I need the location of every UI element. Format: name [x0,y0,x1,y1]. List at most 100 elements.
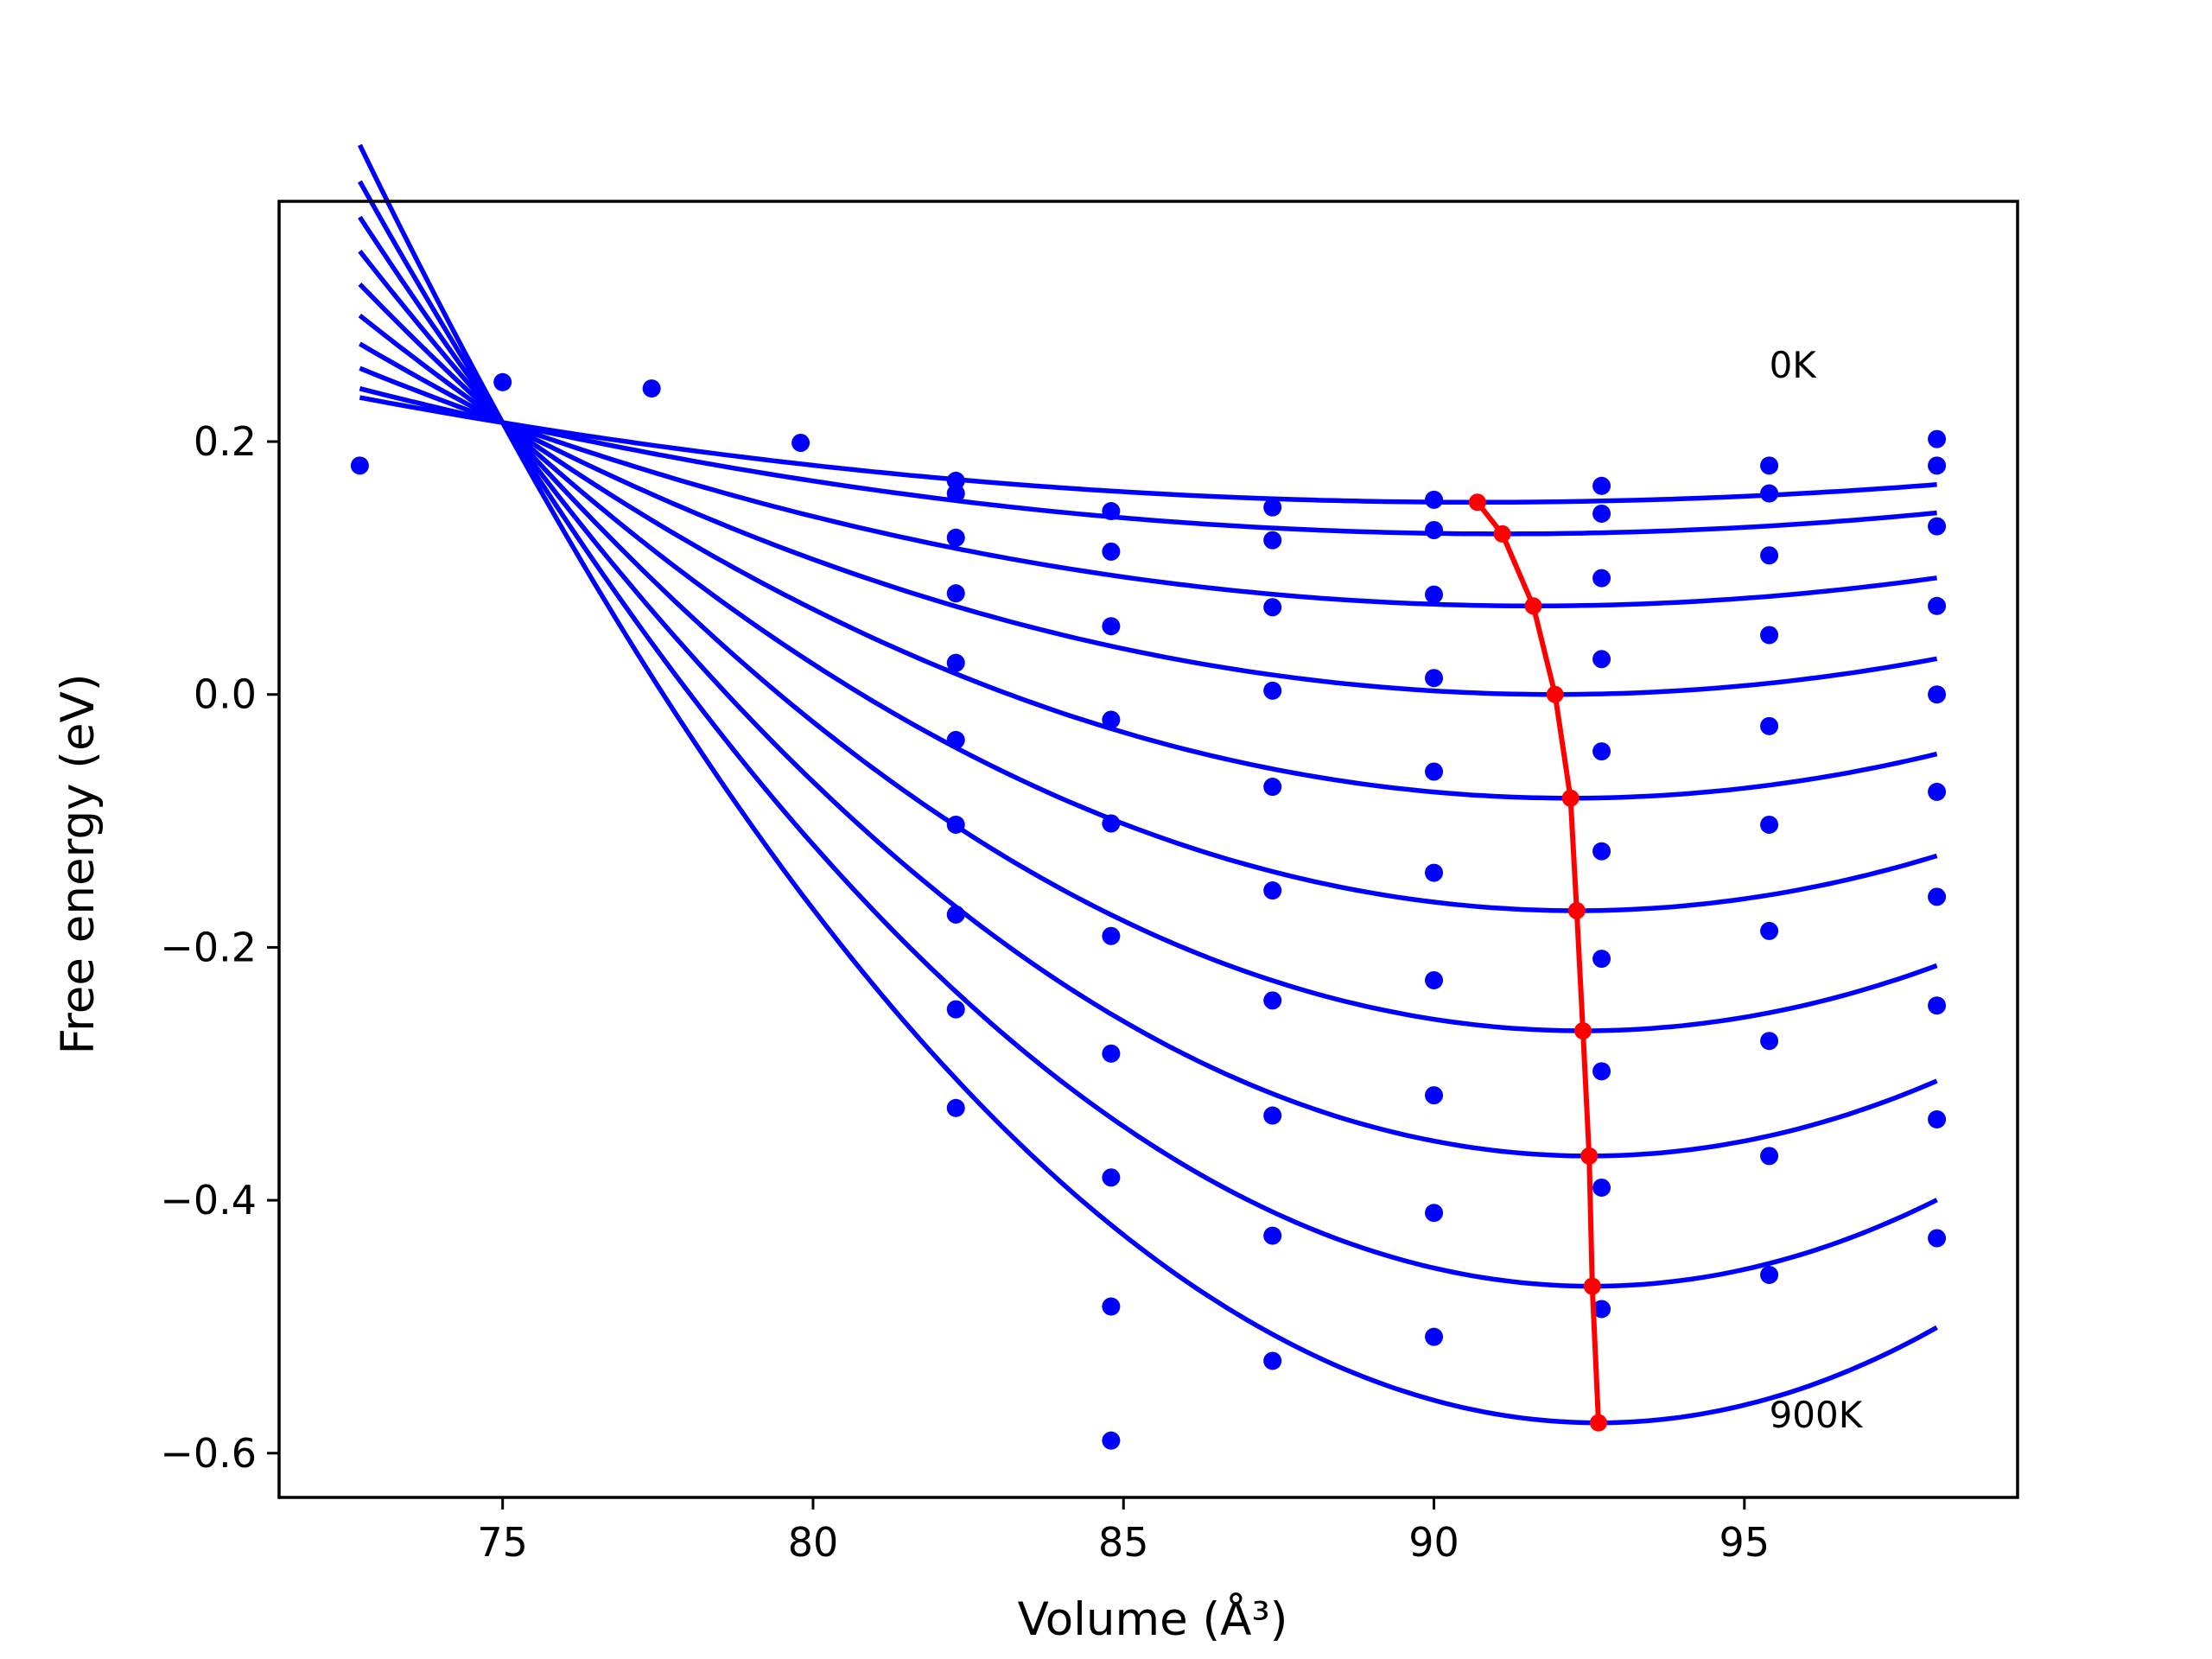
data-point-39 [1425,762,1444,781]
data-point-41 [1425,970,1444,989]
data-point-52 [1592,1062,1611,1081]
data-point-63 [1760,1147,1779,1166]
data-point-69 [1928,685,1947,704]
data-point-32 [1263,1106,1282,1125]
axes: 75 80 85 90 95 −0.6 −0.4 −0.2 0.0 0.2 [160,200,2019,1566]
data-point-53 [1592,1178,1611,1197]
fit-curve-2 [359,386,1937,537]
data-point-59 [1760,716,1779,735]
y-tick-label-1: −0.6 [160,1430,257,1477]
y-tick-label-2: −0.4 [160,1177,257,1224]
y-tick-label-4: 0.0 [194,671,257,718]
data-point-23 [1102,1297,1121,1316]
x-tick-label-4: 90 [1408,1519,1459,1566]
data-point-38 [1425,669,1444,688]
data-point-27 [1263,598,1282,617]
data-point-51 [1592,950,1611,969]
data-point-55 [1760,456,1779,475]
minimum-point-7 [1574,1022,1592,1039]
data-point-66 [1928,456,1947,475]
data-point-50 [1592,842,1611,861]
fit-curve-7 [358,250,1938,1033]
data-point-25 [1263,498,1282,517]
fit-curve-5 [358,313,1938,801]
fit-curve-4 [359,341,1938,697]
data-point-11 [946,815,965,834]
data-point-14 [946,1098,965,1117]
data-point-34 [1263,1351,1282,1370]
fit-curve-3 [359,365,1937,609]
data-point-17 [1102,617,1121,636]
data-point-37 [1425,585,1444,604]
data-point-49 [1592,742,1611,761]
data-point-40 [1425,863,1444,882]
plot-area: 0K 900K [350,143,1947,1450]
fit-curve-10 [357,143,1938,1426]
data-point-71 [1928,887,1947,906]
data-point-65 [1928,429,1947,448]
data-point-45 [1592,476,1611,495]
data-point-48 [1592,650,1611,669]
data-point-35 [1425,490,1444,509]
data-point-44 [1425,1327,1444,1346]
data-point-6 [946,484,965,503]
data-point-60 [1760,815,1779,834]
minimum-point-9 [1583,1277,1601,1295]
data-point-12 [946,905,965,924]
data-point-73 [1928,1109,1947,1128]
fit-curve-1 [359,395,1937,505]
data-point-68 [1928,596,1947,615]
data-point-33 [1263,1226,1282,1245]
data-point-54 [1592,1300,1611,1319]
minimum-point-6 [1567,901,1586,919]
data-point-67 [1928,517,1947,536]
data-point-56 [1760,484,1779,503]
fit-curve-8 [358,215,1938,1159]
data-point-42 [1425,1086,1444,1105]
data-point-43 [1425,1204,1444,1223]
data-point-28 [1263,681,1282,700]
data-point-5 [946,471,965,490]
data-point-20 [1102,926,1121,945]
data-point-31 [1263,991,1282,1010]
data-point-13 [946,1000,965,1019]
minima-line [1475,500,1601,1423]
data-point-58 [1760,626,1779,645]
annotation-label-2: 900K [1770,1394,1864,1436]
minimum-point-2 [1493,524,1511,543]
data-point-3 [642,379,661,398]
data-point-29 [1263,778,1282,797]
data-point-18 [1102,710,1121,729]
data-point-26 [1263,531,1282,550]
minimum-point-4 [1546,685,1564,703]
data-point-74 [1928,1229,1947,1248]
x-tick-label-2: 80 [788,1519,839,1566]
data-point-15 [1102,502,1121,521]
data-point-4 [791,434,810,453]
data-point-1 [350,456,369,475]
minimum-point-10 [1589,1414,1607,1432]
data-point-19 [1102,814,1121,833]
data-point-21 [1102,1044,1121,1063]
fit-curve-9 [358,180,1938,1289]
annotation-label-1: 0K [1770,344,1818,386]
x-tick-label-1: 75 [477,1519,528,1566]
data-point-57 [1760,546,1779,565]
data-point-61 [1760,921,1779,940]
x-tick-label-3: 85 [1098,1519,1149,1566]
y-axis-label: Free energy (eV) [52,673,105,1054]
data-point-24 [1102,1431,1121,1450]
x-axis-label: Volume (Å³) [1018,1591,1288,1646]
data-point-9 [946,653,965,672]
plot-frame [277,200,2019,1499]
data-point-7 [946,528,965,547]
data-point-30 [1263,881,1282,900]
minimum-point-3 [1524,597,1542,615]
y-tick-label-5: 0.2 [194,418,257,465]
minimum-point-8 [1580,1147,1599,1165]
data-point-16 [1102,542,1121,561]
data-point-2 [493,372,512,391]
data-point-46 [1592,504,1611,523]
data-point-72 [1928,996,1947,1015]
